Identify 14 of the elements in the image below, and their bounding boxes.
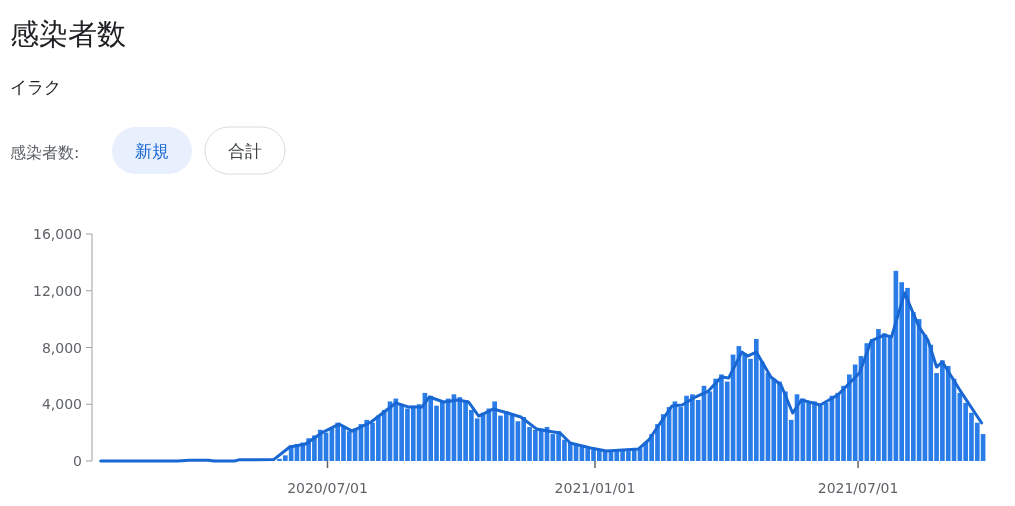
y-tick-label: 4,000 [41, 396, 82, 413]
y-tick-label: 16,000 [33, 226, 82, 242]
title: 感染者数 [10, 17, 126, 51]
y-tick-label: 0 [73, 453, 82, 469]
button: 合計 [204, 126, 286, 175]
x-tick-label: 2021/07/01 [817, 480, 899, 496]
y-tick-label: 8,000 [41, 339, 82, 356]
y-tick-label: 12,000 [33, 282, 82, 299]
x-tick-label: 2021/01/01 [554, 480, 636, 496]
control-label: 感染者数: [10, 143, 80, 162]
x-tick-label: 2020/07/01 [287, 480, 368, 496]
line-series [99, 291, 984, 463]
subtitle: イラク [10, 77, 61, 97]
button: 新規 [112, 127, 192, 174]
